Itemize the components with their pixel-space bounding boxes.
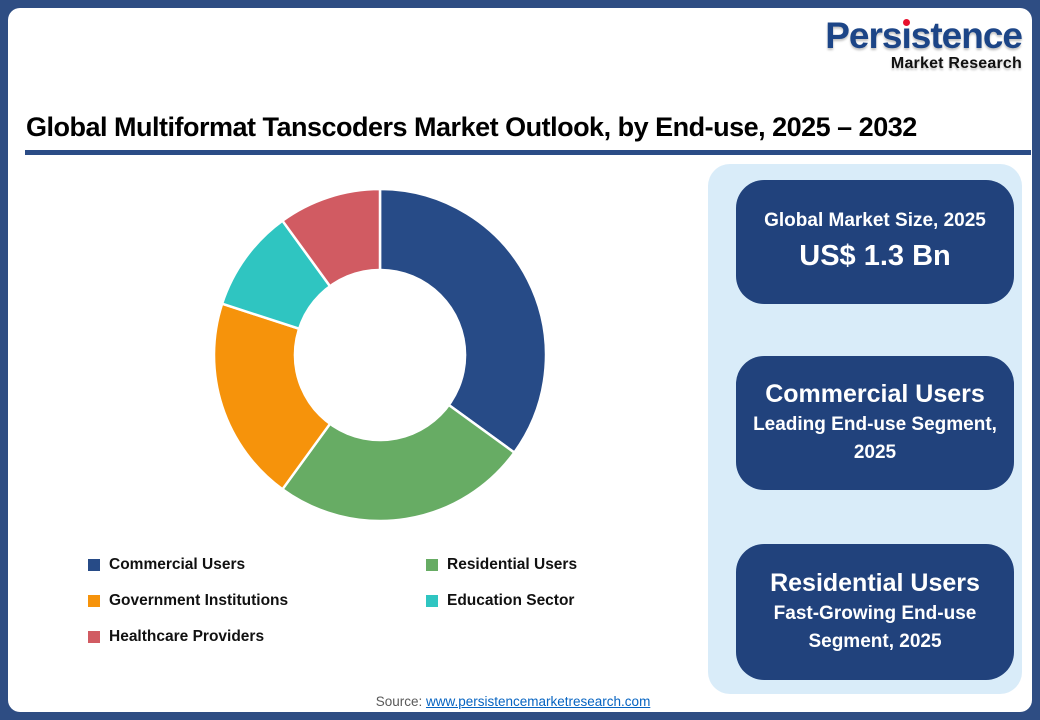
legend-marker-education-sector: [426, 594, 438, 607]
chart-legend: Commercial Users Residential Users Gover…: [88, 554, 668, 647]
page-title: Global Multiformat Tanscoders Market Out…: [26, 112, 917, 142]
legend-label: Residential Users: [447, 555, 578, 573]
donut-chart: [212, 187, 548, 523]
source-label: Source:: [375, 694, 423, 709]
legend-label: Commercial Users: [109, 555, 246, 573]
legend-item-residential-users: Residential Users: [426, 554, 668, 575]
legend-marker-commercial-users: [88, 558, 100, 571]
legend-marker-healthcare-providers: [88, 630, 100, 643]
legend-label: Healthcare Providers: [109, 627, 265, 645]
card-fast-growing-segment: Residential Users Fast-Growing End-use S…: [736, 544, 1014, 680]
card-title: Global Market Size, 2025: [764, 210, 986, 232]
card-global-market-size: Global Market Size, 2025 US$ 1.3 Bn: [736, 180, 1014, 304]
source-link[interactable]: www.persistencemarketresearch.com: [425, 694, 651, 709]
logo-text-part2: ı: [901, 15, 911, 56]
legend-marker-residential-users: [426, 558, 438, 571]
highlight-panel: Global Market Size, 2025 US$ 1.3 Bn Comm…: [708, 164, 1022, 694]
card-title: Commercial Users: [765, 380, 985, 409]
card-leading-segment: Commercial Users Leading End-use Segment…: [736, 356, 1014, 490]
source-line: Source: www.persistencemarketresearch.co…: [8, 694, 1018, 709]
donut-slice-commercial-users: [378, 187, 548, 454]
legend-marker-government-institutions: [88, 594, 100, 607]
card-value: US$ 1.3 Bn: [799, 239, 951, 272]
legend-label: Government Institutions: [109, 591, 289, 609]
logo-text-part3: stence: [910, 15, 1023, 56]
logo-wordmark: Persı stence: [782, 15, 1023, 57]
page-background: Persı stence Market Research Global Multi…: [8, 8, 1032, 712]
logo-text-part1: Pers: [825, 15, 902, 56]
legend-item-commercial-users: Commercial Users: [88, 554, 426, 575]
legend-label: Education Sector: [447, 591, 575, 609]
title-underline: [25, 150, 1031, 155]
card-subtitle: Leading End-use Segment, 2025: [753, 413, 997, 464]
legend-item-government-institutions: Government Institutions: [88, 590, 426, 611]
card-title: Residential Users: [770, 569, 980, 598]
legend-item-education-sector: Education Sector: [426, 590, 668, 611]
pmr-logo: Persı stence Market Research: [782, 15, 1023, 73]
donut-hole: [293, 268, 467, 442]
logo-red-dot-icon: [903, 19, 911, 26]
logo-tagline: Market Research: [890, 54, 1022, 72]
legend-item-healthcare-providers: Healthcare Providers: [88, 626, 426, 647]
card-subtitle: Fast-Growing End-use Segment, 2025: [773, 602, 977, 653]
